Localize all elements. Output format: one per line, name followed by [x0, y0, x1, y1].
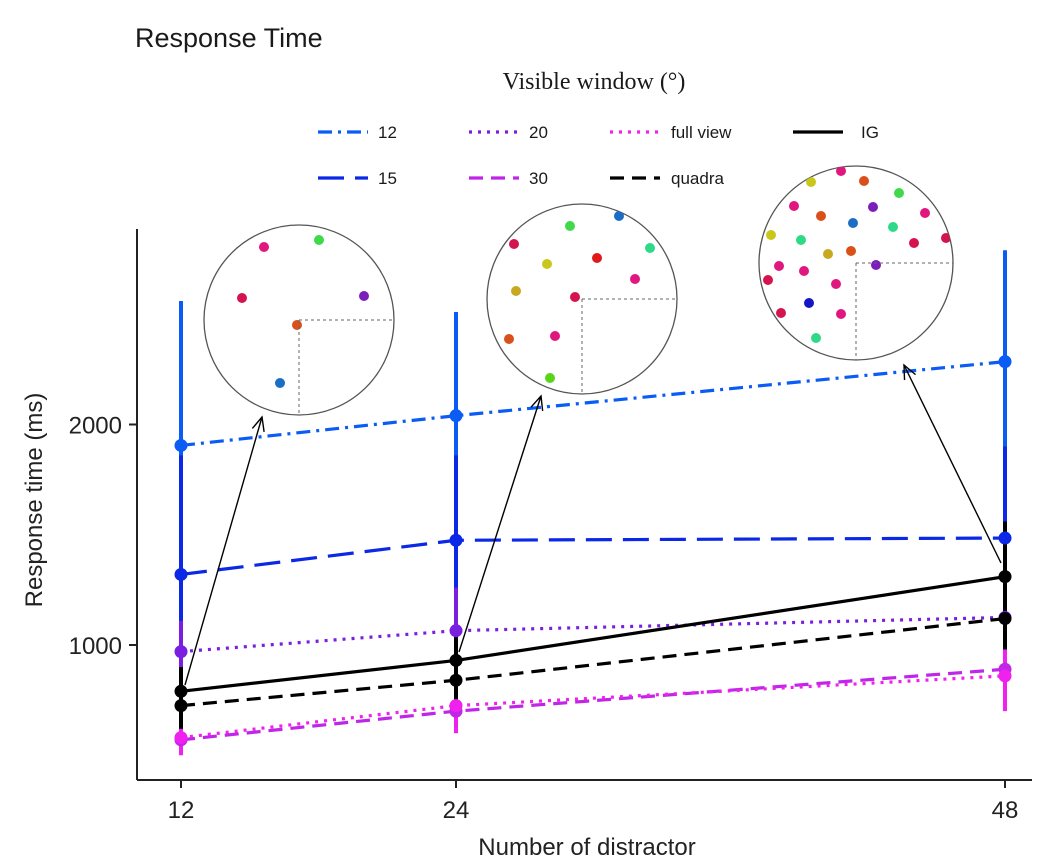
inset-dot [811, 333, 821, 343]
inset-24 [486, 203, 678, 395]
legend-label: 30 [529, 169, 548, 188]
series-points [174, 355, 1012, 747]
inset-dot [542, 259, 552, 269]
series-line-2 [180, 615, 1006, 654]
inset-dot [868, 202, 878, 212]
inset-dot [592, 253, 602, 263]
inset-dot [550, 331, 560, 341]
inset-dot [565, 221, 575, 231]
chart-title: Response Time [135, 23, 323, 53]
annotation-arrow [184, 415, 265, 686]
inset-dot [630, 274, 640, 284]
inset-dot [314, 235, 324, 245]
legend-label: 12 [378, 123, 397, 142]
inset-dot [806, 177, 816, 187]
axes [136, 229, 1032, 781]
inset-dot [259, 242, 269, 252]
data-point [174, 731, 188, 745]
inset-dot [836, 166, 846, 176]
inset-diagrams [203, 165, 954, 416]
inset-dot [570, 292, 580, 302]
inset-dot [804, 298, 814, 308]
data-point [174, 684, 188, 698]
annotation-arrow [458, 394, 544, 653]
y-tick-label: 2000 [69, 413, 122, 440]
data-point [998, 531, 1012, 545]
series-line-1 [180, 536, 1006, 577]
legend-label: quadra [671, 169, 724, 188]
annotation-arrow [903, 363, 1002, 564]
inset-dot [292, 320, 302, 330]
inset-dot [645, 243, 655, 253]
y-ticks: 1000 2000 [69, 413, 137, 660]
inset-dot [816, 211, 826, 221]
data-point [449, 673, 463, 687]
inset-dot [776, 308, 786, 318]
data-point [174, 645, 188, 659]
inset-dot [504, 334, 514, 344]
inset-dot [789, 201, 799, 211]
x-axis-title: Number of distractor [478, 834, 695, 861]
data-point [174, 567, 188, 581]
x-tick-label: 48 [992, 797, 1019, 824]
inset-12 [203, 224, 395, 416]
data-point [449, 653, 463, 667]
legend-label: full view [671, 123, 732, 142]
series-line-4 [180, 674, 1006, 740]
inset-dot [275, 378, 285, 388]
inset-arrows [184, 363, 1002, 686]
inset-dot [799, 266, 809, 276]
data-point [449, 699, 463, 713]
data-point [998, 355, 1012, 369]
series-lines [180, 360, 1006, 742]
inset-48 [758, 165, 954, 361]
inset-dot [359, 291, 369, 301]
inset-dot [511, 286, 521, 296]
inset-dot [894, 188, 904, 198]
data-point [998, 669, 1012, 683]
inset-dot [859, 176, 869, 186]
inset-dot [909, 238, 919, 248]
inset-dot [763, 275, 773, 285]
inset-dot [774, 261, 784, 271]
inset-dot [766, 230, 776, 240]
x-tick-label: 24 [443, 797, 470, 824]
inset-dot [920, 208, 930, 218]
inset-dot [941, 233, 951, 243]
data-point [449, 409, 463, 423]
inset-dot [796, 235, 806, 245]
inset-dot [614, 211, 624, 221]
inset-dot [888, 222, 898, 232]
data-point [174, 699, 188, 713]
data-point [449, 533, 463, 547]
x-ticks: 12 24 48 [168, 780, 1019, 824]
y-tick-label: 1000 [69, 633, 122, 660]
series-line-5 [180, 616, 1006, 708]
series-line-0 [180, 360, 1006, 448]
legend-label: IG [861, 123, 879, 142]
inset-dot [848, 218, 858, 228]
inset-dot [871, 260, 881, 270]
inset-dot [836, 309, 846, 319]
legend-label: 15 [378, 169, 397, 188]
legend: 12 15 20 30 full view quadra IG [318, 123, 879, 188]
inset-dot [545, 373, 555, 383]
inset-dot [831, 279, 841, 289]
data-point [449, 624, 463, 638]
inset-dot [823, 249, 833, 259]
inset-dot [846, 246, 856, 256]
inset-dot [237, 293, 247, 303]
series-line-3 [180, 667, 1006, 742]
data-point [998, 570, 1012, 584]
legend-title: Visible window (°) [503, 69, 686, 95]
y-axis-title: Response time (ms) [21, 393, 48, 608]
legend-label: 20 [529, 123, 548, 142]
data-point [998, 612, 1012, 626]
inset-dot [509, 239, 519, 249]
x-tick-label: 12 [168, 797, 195, 824]
data-point [174, 438, 188, 452]
